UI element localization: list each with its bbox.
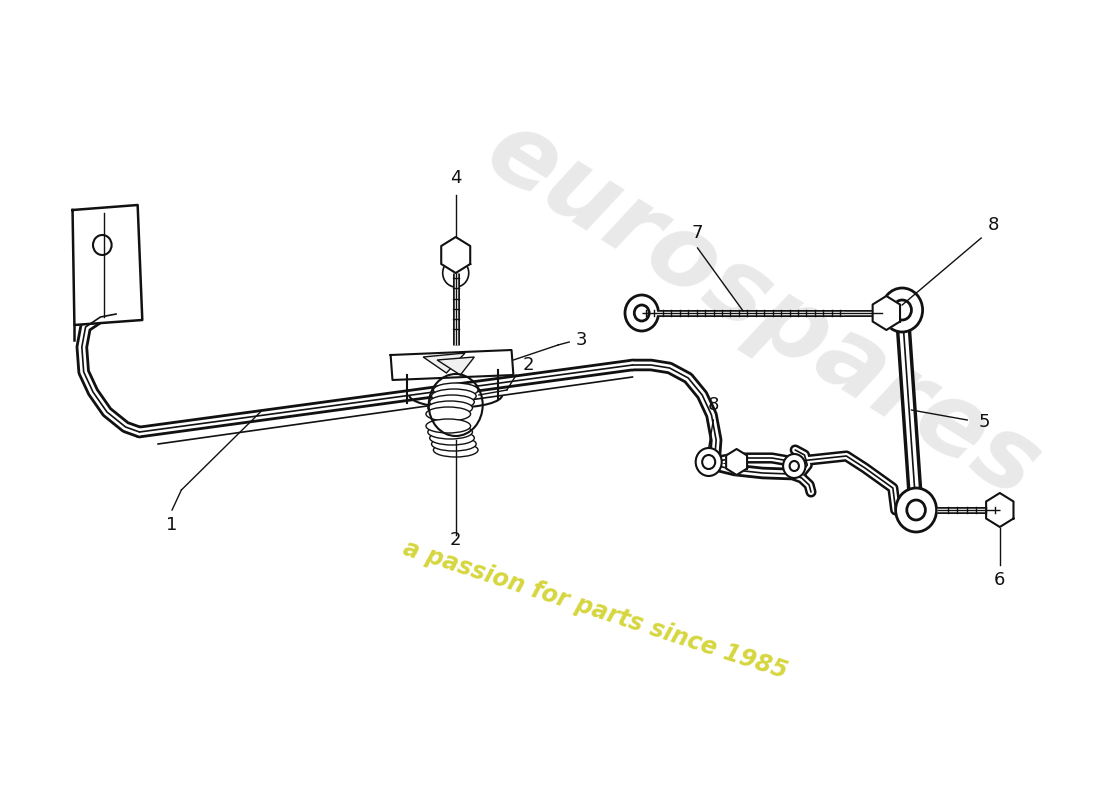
Ellipse shape (426, 407, 471, 421)
Circle shape (625, 295, 659, 331)
Circle shape (442, 259, 469, 287)
Polygon shape (726, 449, 747, 475)
Circle shape (428, 358, 437, 368)
Ellipse shape (428, 425, 473, 439)
Circle shape (783, 454, 805, 478)
Circle shape (702, 455, 715, 469)
Text: 6: 6 (994, 571, 1005, 589)
Circle shape (895, 488, 936, 532)
Ellipse shape (431, 437, 476, 451)
Polygon shape (437, 357, 474, 375)
Circle shape (882, 288, 923, 332)
Text: 2: 2 (450, 531, 462, 549)
Polygon shape (986, 493, 1013, 527)
Text: 2: 2 (522, 356, 534, 374)
Polygon shape (390, 350, 514, 380)
Text: 3: 3 (575, 331, 587, 349)
Ellipse shape (426, 419, 471, 433)
Text: 1: 1 (166, 516, 178, 534)
Circle shape (94, 235, 111, 255)
Ellipse shape (431, 389, 476, 403)
Ellipse shape (433, 383, 478, 397)
Polygon shape (73, 205, 142, 325)
Circle shape (790, 461, 799, 471)
Polygon shape (441, 237, 470, 273)
Text: 7: 7 (692, 224, 703, 242)
Ellipse shape (428, 401, 473, 415)
Ellipse shape (433, 443, 478, 457)
Polygon shape (872, 296, 900, 330)
Ellipse shape (430, 395, 474, 409)
Text: 8: 8 (988, 216, 999, 234)
Polygon shape (424, 353, 465, 373)
Text: 4: 4 (450, 169, 462, 187)
Text: eurospares: eurospares (469, 102, 1057, 518)
Text: 5: 5 (978, 413, 990, 431)
Circle shape (635, 305, 649, 321)
Circle shape (893, 300, 912, 320)
Circle shape (695, 448, 722, 476)
Text: 8: 8 (707, 396, 719, 414)
Ellipse shape (430, 431, 474, 445)
Text: a passion for parts since 1985: a passion for parts since 1985 (400, 536, 791, 684)
Circle shape (906, 500, 925, 520)
